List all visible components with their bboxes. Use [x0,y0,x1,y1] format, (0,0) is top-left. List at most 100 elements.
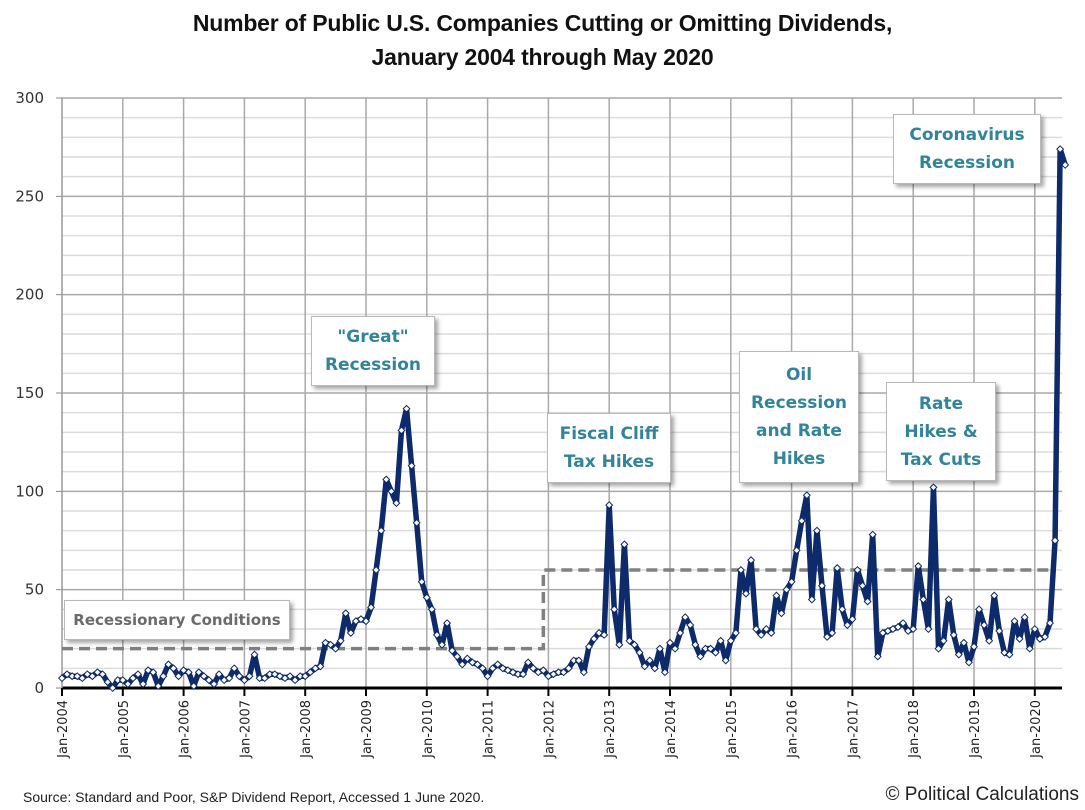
data-point-marker [346,628,355,637]
data-point-marker [432,630,441,639]
data-point-marker [215,670,224,679]
source-note: Source: Standard and Poor, S&P Dividend … [23,789,485,805]
data-point-marker [615,640,624,649]
data-point-marker [975,605,984,614]
y-tick-label: 150 [15,384,44,402]
data-point-marker [665,638,675,647]
data-point-marker [899,619,908,628]
x-tick-label: Jan-2017 [846,700,861,759]
data-point-marker [174,672,183,681]
data-point-marker [422,593,431,602]
data-point-marker [752,624,761,634]
data-point-marker [828,628,837,637]
data-point-marker [139,680,148,689]
data-point-marker [691,640,700,649]
data-point-marker [833,564,842,573]
data-point-marker [686,621,695,630]
chart-title: Number of Public U.S. Companies Cutting … [192,10,893,36]
annotation-coronavirus-recession: Coronavirus Recession [893,114,1041,184]
data-point-marker [807,595,816,604]
x-axis-ticks: Jan-2004 Jan-2005 Jan-2006 Jan-2007 Jan-2008… [56,688,1044,759]
data-point-marker [868,530,877,539]
annotation-great-recession: "Great" Recession [311,316,435,386]
data-point-marker [402,404,411,413]
data-point-marker [792,546,801,555]
data-point-marker [291,676,300,685]
data-point-marker [372,565,381,575]
data-point-marker [493,660,502,669]
data-point-marker [539,666,548,675]
data-point-marker [909,624,918,634]
data-point-marker [78,674,87,683]
data-point-marker [696,652,705,661]
data-point-marker [397,426,406,435]
data-point-marker [407,461,416,470]
chart-subtitle: January 2004 through May 2020 [371,44,714,70]
data-point-marker [924,624,933,634]
data-point-marker [579,668,588,677]
x-tick-label: Jan-2016 [786,700,801,759]
data-point-marker [301,672,310,681]
data-point-marker [108,683,117,693]
data-point-marker [944,595,953,604]
data-point-marker [964,658,973,667]
x-tick-label: Jan-2014 [664,700,679,759]
data-point-marker [605,501,614,510]
y-axis-ticks: 0 50 100 150 200 250 300 [15,89,62,697]
data-point-marker [209,680,219,689]
data-point-marker [620,540,629,549]
x-tick-label: Jan-2019 [968,700,983,759]
data-point-marker [260,674,269,683]
data-point-marker [949,630,958,639]
data-point-marker [169,664,178,673]
data-point-marker [959,638,968,647]
data-point-marker [133,670,143,679]
data-point-marker [1005,650,1014,659]
data-point-marker [483,672,492,681]
data-point-marker [488,664,497,673]
x-tick-label: Jan-2013 [603,700,618,759]
data-point-marker [88,672,97,681]
data-point-marker [747,556,756,565]
data-point-marker [1030,624,1039,634]
data-point-marker [306,668,315,677]
y-tick-label: 200 [15,286,44,304]
y-tick-label: 250 [15,187,44,205]
data-point-marker [625,636,634,645]
data-point-marker [453,652,462,661]
data-point-marker [458,660,467,669]
x-tick-label: Jan-2004 [56,700,71,759]
data-point-marker [1051,536,1060,545]
data-point-marker [199,672,208,681]
data-point-marker [194,668,203,677]
data-point-marker [387,487,396,496]
data-point-marker [741,589,751,598]
data-point-marker [336,636,345,645]
data-point-marker [412,518,421,527]
data-point-marker [559,668,568,677]
data-point-marker [843,621,852,630]
data-point-marker [671,644,680,653]
data-point-marker [184,668,193,677]
data-point-marker [443,619,452,628]
data-point-marker [149,668,158,677]
data-point-marker [731,628,740,637]
data-point-marker [1061,160,1070,169]
data-point-marker [382,475,391,484]
x-tick-label: Jan-2015 [725,700,740,759]
data-point-marker [939,636,948,645]
data-point-marker [757,630,766,639]
data-point-marker [676,628,685,637]
annotation-rate-hikes-tax-cuts: Rate Hikes & Tax Cuts [886,382,996,481]
data-point-marker [985,636,994,645]
data-point-marker [1010,617,1019,626]
data-point-marker [154,682,163,691]
y-tick-label: 300 [15,89,44,107]
data-point-marker [772,591,781,600]
data-point-marker [934,644,943,653]
data-point-marker [361,617,371,626]
data-point-marker [650,664,659,673]
data-point-marker [767,628,776,637]
data-point-marker [812,526,821,535]
data-point-marker [341,609,350,618]
